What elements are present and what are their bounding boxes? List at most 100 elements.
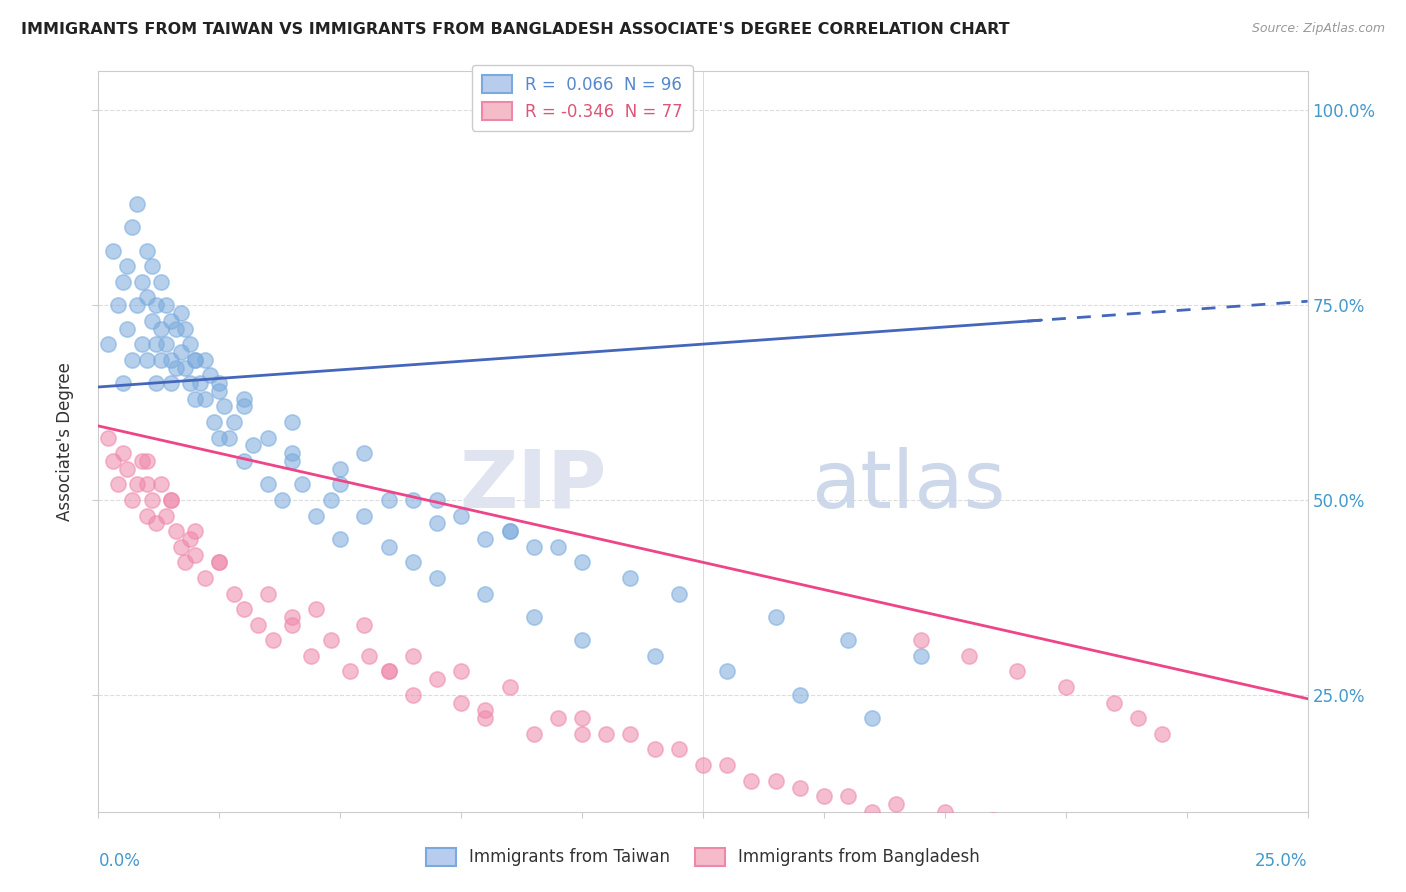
Point (121, 493, 143, 508)
Point (107, 477, 129, 491)
Point (179, 376, 201, 390)
Legend: Immigrants from Taiwan, Immigrants from Bangladesh: Immigrants from Taiwan, Immigrants from … (418, 839, 988, 875)
Point (1078, 828, 1101, 842)
Point (212, 400, 235, 414)
Point (184, 352, 207, 367)
Point (981, 813, 1004, 827)
Point (117, 259, 139, 273)
Point (208, 431, 231, 445)
Point (281, 446, 304, 460)
Point (169, 306, 191, 320)
Point (174, 555, 197, 569)
Point (131, 275, 153, 289)
Point (150, 477, 173, 491)
Point (402, 648, 425, 663)
Point (1128, 711, 1150, 725)
Text: 25.0%: 25.0% (1256, 853, 1308, 871)
Text: Source: ZipAtlas.com: Source: ZipAtlas.com (1251, 22, 1385, 36)
Point (101, 454, 124, 468)
Point (1102, 696, 1125, 710)
Point (595, 727, 617, 741)
Point (188, 376, 211, 390)
Point (377, 665, 399, 679)
Point (910, 648, 932, 663)
Point (426, 493, 449, 508)
Point (789, 781, 811, 796)
Point (174, 360, 197, 375)
Point (97, 337, 120, 351)
Point (247, 617, 270, 632)
Point (813, 789, 835, 804)
Point (498, 524, 520, 538)
Point (474, 532, 496, 546)
Legend: R =  0.066  N = 96, R = -0.346  N = 77: R = 0.066 N = 96, R = -0.346 N = 77 (471, 65, 693, 130)
Point (860, 805, 883, 819)
Point (523, 727, 546, 741)
Point (194, 392, 217, 406)
Point (474, 703, 496, 717)
Point (571, 633, 593, 648)
Point (377, 493, 399, 508)
Point (271, 493, 294, 508)
Point (145, 298, 167, 312)
Point (426, 571, 449, 585)
Point (571, 711, 593, 725)
Point (319, 633, 342, 648)
Point (184, 548, 207, 562)
Point (155, 508, 177, 523)
Point (281, 610, 304, 624)
Point (121, 352, 143, 367)
Point (208, 555, 231, 569)
Point (402, 555, 425, 569)
Point (135, 290, 157, 304)
Point (184, 352, 207, 367)
Point (571, 555, 593, 569)
Point (160, 493, 183, 508)
Point (523, 540, 546, 554)
Point (141, 314, 163, 328)
Point (716, 758, 738, 772)
Point (957, 648, 980, 663)
Point (450, 696, 472, 710)
Point (789, 688, 811, 702)
Point (135, 454, 157, 468)
Point (184, 392, 207, 406)
Point (450, 508, 472, 523)
Point (256, 586, 278, 600)
Point (204, 415, 226, 429)
Point (498, 524, 520, 538)
Point (194, 571, 217, 585)
Point (359, 648, 381, 663)
Point (117, 321, 139, 335)
Text: atlas: atlas (811, 447, 1005, 525)
Point (668, 586, 690, 600)
Point (198, 368, 221, 383)
Point (131, 337, 153, 351)
Point (765, 773, 787, 788)
Point (111, 376, 134, 390)
Point (160, 352, 183, 367)
Point (107, 298, 129, 312)
Point (910, 633, 932, 648)
Point (547, 540, 569, 554)
Point (155, 337, 177, 351)
Point (135, 508, 157, 523)
Point (111, 275, 134, 289)
Point (111, 446, 134, 460)
Point (450, 665, 472, 679)
Text: ZIP: ZIP (458, 447, 606, 525)
Point (716, 665, 738, 679)
Point (184, 524, 207, 538)
Point (256, 477, 278, 491)
Point (135, 244, 157, 258)
Point (145, 337, 167, 351)
Point (222, 586, 245, 600)
Text: IMMIGRANTS FROM TAIWAN VS IMMIGRANTS FROM BANGLADESH ASSOCIATE'S DEGREE CORRELAT: IMMIGRANTS FROM TAIWAN VS IMMIGRANTS FRO… (21, 22, 1010, 37)
Point (179, 337, 201, 351)
Point (644, 742, 666, 756)
Point (165, 524, 187, 538)
Point (290, 477, 312, 491)
Point (934, 805, 956, 819)
Point (131, 454, 153, 468)
Point (474, 711, 496, 725)
